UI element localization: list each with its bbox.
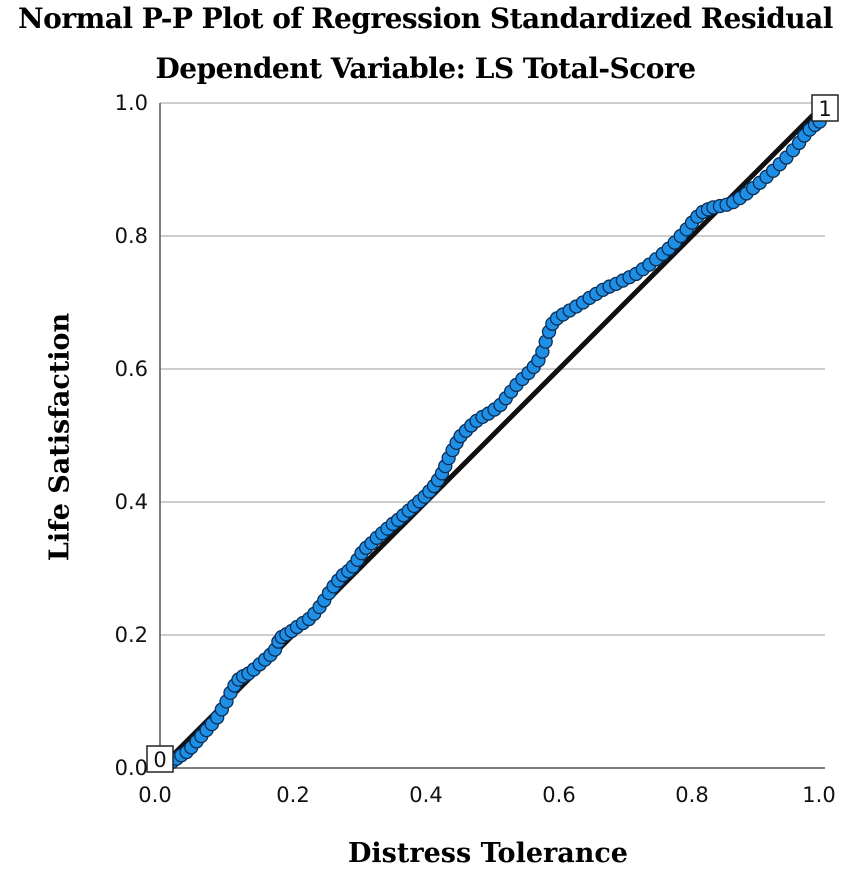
corner-box-start-rect: [146, 745, 174, 773]
x-axis-label: Distress Tolerance: [348, 838, 628, 869]
corner-label-start: 0: [153, 748, 166, 772]
corner-labels: 01: [146, 94, 839, 773]
x-tick-label-4: 0.8: [675, 783, 708, 807]
y-axis-label: Life Satisfaction: [44, 312, 76, 562]
y-tick-label-2: 0.4: [115, 490, 148, 514]
chart-title: Normal P-P Plot of Regression Standardiz…: [18, 2, 833, 35]
axes: [159, 103, 825, 769]
x-tick-label-1: 0.2: [276, 783, 309, 807]
y-tick-label-1: 0.2: [115, 623, 148, 647]
corner-label-end: 1: [818, 97, 831, 121]
y-tick-label-5: 1.0: [115, 91, 148, 115]
tick-labels: 0.0 0.2 0.4 0.6 0.8 1.0 0.0 0.2 0.4 0.6 0.8 1.0: [115, 91, 836, 807]
y-tick-label-0: 0.0: [115, 756, 148, 780]
x-tick-label-2: 0.4: [409, 783, 442, 807]
x-tick-label-5: 1.0: [802, 783, 835, 807]
y-tick-label-4: 0.8: [115, 224, 148, 248]
x-tick-label-3: 0.6: [542, 783, 575, 807]
corner-box-start: 0: [146, 745, 174, 773]
scatter-points: [159, 114, 827, 773]
y-tick-label-3: 0.6: [115, 357, 148, 381]
corner-box-end: 1: [811, 94, 839, 122]
x-tick-label-0: 0.0: [138, 783, 171, 807]
corner-box-end-rect: [811, 94, 839, 122]
grid-lines: [160, 102, 825, 636]
chart-subtitle: Dependent Variable: LS Total-Score: [155, 52, 696, 85]
